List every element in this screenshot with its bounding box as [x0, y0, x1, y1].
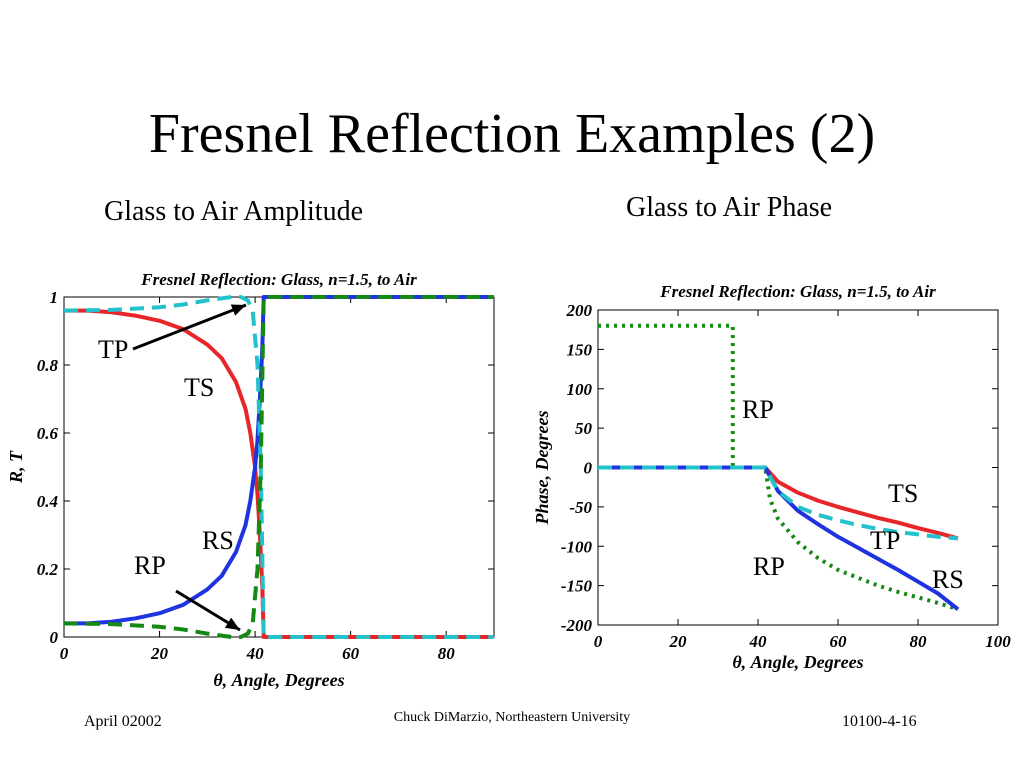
y-tick-label: 0.8: [37, 356, 59, 375]
y-tick-label: -200: [561, 616, 593, 635]
y-tick-label: -100: [561, 537, 593, 556]
annotation-label-rp: RP: [742, 395, 774, 424]
annotation-label-ts: TS: [184, 373, 214, 402]
annotation-label-rs: RS: [202, 526, 234, 555]
x-tick-label: 60: [342, 644, 360, 663]
footer-author: Chuck DiMarzio, Northeastern University: [393, 710, 631, 725]
annotation-arrow: [132, 303, 247, 351]
y-tick-label: 0: [584, 459, 593, 478]
y-axis-label: Phase, Degrees: [532, 411, 552, 526]
x-tick-label: 0: [60, 644, 69, 663]
y-tick-label: -150: [561, 577, 593, 596]
plot-frame: [63, 296, 495, 638]
series-line-ts-solid: [598, 465, 959, 541]
y-tick-label: 0.4: [37, 492, 58, 511]
x-tick-label: 20: [150, 644, 169, 663]
y-tick-label: 200: [566, 301, 593, 320]
y-tick-label: 100: [567, 380, 593, 399]
series-line-rp-dotted: [598, 323, 959, 612]
y-axis-label: R, T: [6, 450, 26, 484]
x-tick-label: 0: [594, 632, 603, 651]
y-tick-label: 1: [50, 288, 59, 307]
series-line-rp-dashed: [63, 295, 494, 639]
annotation-label-rs: RS: [932, 565, 964, 594]
series-line-ts-solid: [64, 308, 494, 639]
chart-phase: Fresnel Reflection: Glass, n=1.5, to Air…: [532, 282, 1011, 672]
y-tick-label: 0.2: [37, 560, 59, 579]
x-tick-label: 60: [830, 632, 848, 651]
x-tick-label: 20: [669, 632, 688, 651]
y-tick-label: -50: [569, 498, 592, 517]
annotation-label-rp: RP: [753, 552, 785, 581]
x-tick-label: 100: [985, 632, 1011, 651]
series-line-tp-dashed: [63, 295, 494, 639]
footer-page-number: 10100-4-16: [842, 713, 917, 730]
annotation-label-ts: TS: [888, 479, 918, 508]
x-axis-label: θ, Angle, Degrees: [732, 652, 863, 672]
series-line-tp-dashed: [598, 465, 959, 541]
y-tick-label: 50: [575, 419, 593, 438]
x-axis-label: θ, Angle, Degrees: [213, 670, 344, 690]
y-tick-label: 150: [567, 340, 593, 359]
annotation-label-rp: RP: [134, 551, 166, 580]
x-tick-label: 40: [749, 632, 768, 651]
chart-title: Fresnel Reflection: Glass, n=1.5, to Air: [140, 270, 417, 289]
x-tick-label: 80: [438, 644, 456, 663]
annotation-label-tp: TP: [98, 335, 128, 364]
slide-title: Fresnel Reflection Examples (2): [148, 103, 876, 165]
annotation-arrowhead: [230, 304, 246, 316]
amplitude-subtitle: Glass to Air Amplitude: [104, 196, 363, 227]
x-tick-label: 40: [246, 644, 265, 663]
chart-title: Fresnel Reflection: Glass, n=1.5, to Air: [659, 282, 936, 301]
chart-amplitude: Fresnel Reflection: Glass, n=1.5, to Air…: [6, 270, 495, 690]
annotation-label-tp: TP: [870, 526, 900, 555]
x-tick-label: 80: [910, 632, 928, 651]
y-tick-label: 0.6: [37, 424, 59, 443]
y-tick-label: 0: [50, 628, 59, 647]
footer-date: April 02002: [84, 713, 162, 730]
annotation-arrowhead: [224, 617, 240, 630]
series-line-rs-solid: [64, 295, 494, 626]
phase-subtitle: Glass to Air Phase: [626, 192, 833, 223]
